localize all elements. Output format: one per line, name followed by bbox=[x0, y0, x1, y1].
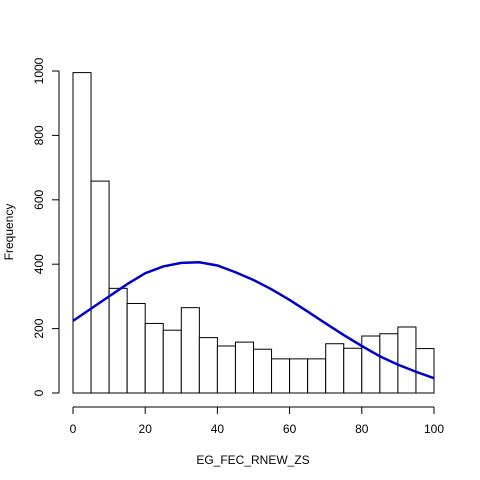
histogram-bar-5 bbox=[162, 329, 182, 394]
histogram-bar-6 bbox=[180, 307, 200, 394]
histogram-bars bbox=[72, 72, 435, 394]
histogram-bar-3 bbox=[126, 302, 146, 394]
histogram-bar-7 bbox=[198, 337, 218, 394]
histogram-bar-10 bbox=[253, 348, 273, 394]
x-tick-label-2: 40 bbox=[211, 422, 225, 436]
histogram-bar-11 bbox=[271, 358, 291, 394]
histogram-bar-8 bbox=[216, 345, 236, 394]
y-tick-label-3: 600 bbox=[32, 189, 46, 209]
x-tick-label-1: 20 bbox=[139, 422, 153, 436]
histogram-bar-16 bbox=[361, 335, 381, 394]
y-tick-label-2: 400 bbox=[32, 254, 46, 274]
histogram-bar-12 bbox=[289, 358, 309, 394]
y-tick-label-4: 800 bbox=[32, 125, 46, 145]
histogram-bar-1 bbox=[90, 180, 110, 394]
histogram-bar-19 bbox=[415, 348, 435, 394]
y-axis: 0 200 400 600 800 1000 bbox=[32, 57, 60, 396]
x-tick-label-4: 80 bbox=[355, 422, 369, 436]
y-tick-label-0: 0 bbox=[32, 389, 46, 396]
x-tick-label-3: 60 bbox=[283, 422, 297, 436]
histogram-bar-15 bbox=[343, 347, 363, 394]
y-tick-label-1: 200 bbox=[32, 318, 46, 338]
x-axis-ticks: 0 20 40 60 80 100 bbox=[70, 407, 444, 436]
histogram-bar-18 bbox=[397, 326, 417, 394]
histogram-bar-0 bbox=[72, 72, 92, 394]
histogram-bar-2 bbox=[108, 287, 128, 394]
y-tick-label-5: 1000 bbox=[32, 57, 46, 84]
y-axis-label: Frequency bbox=[2, 204, 16, 261]
histogram-bar-4 bbox=[144, 322, 164, 394]
x-tick-label-5: 100 bbox=[424, 422, 444, 436]
x-tick-label-0: 0 bbox=[70, 422, 77, 436]
x-axis: 0 20 40 60 80 100 bbox=[70, 406, 444, 436]
histogram-bar-9 bbox=[234, 341, 254, 394]
density-curve bbox=[72, 261, 435, 380]
histogram-bar-13 bbox=[307, 358, 327, 394]
histogram-bar-14 bbox=[325, 343, 345, 394]
x-axis-label: EG_FEC_RNEW_ZS bbox=[196, 453, 309, 467]
y-axis-ticks: 0 200 400 600 800 1000 bbox=[32, 57, 59, 396]
